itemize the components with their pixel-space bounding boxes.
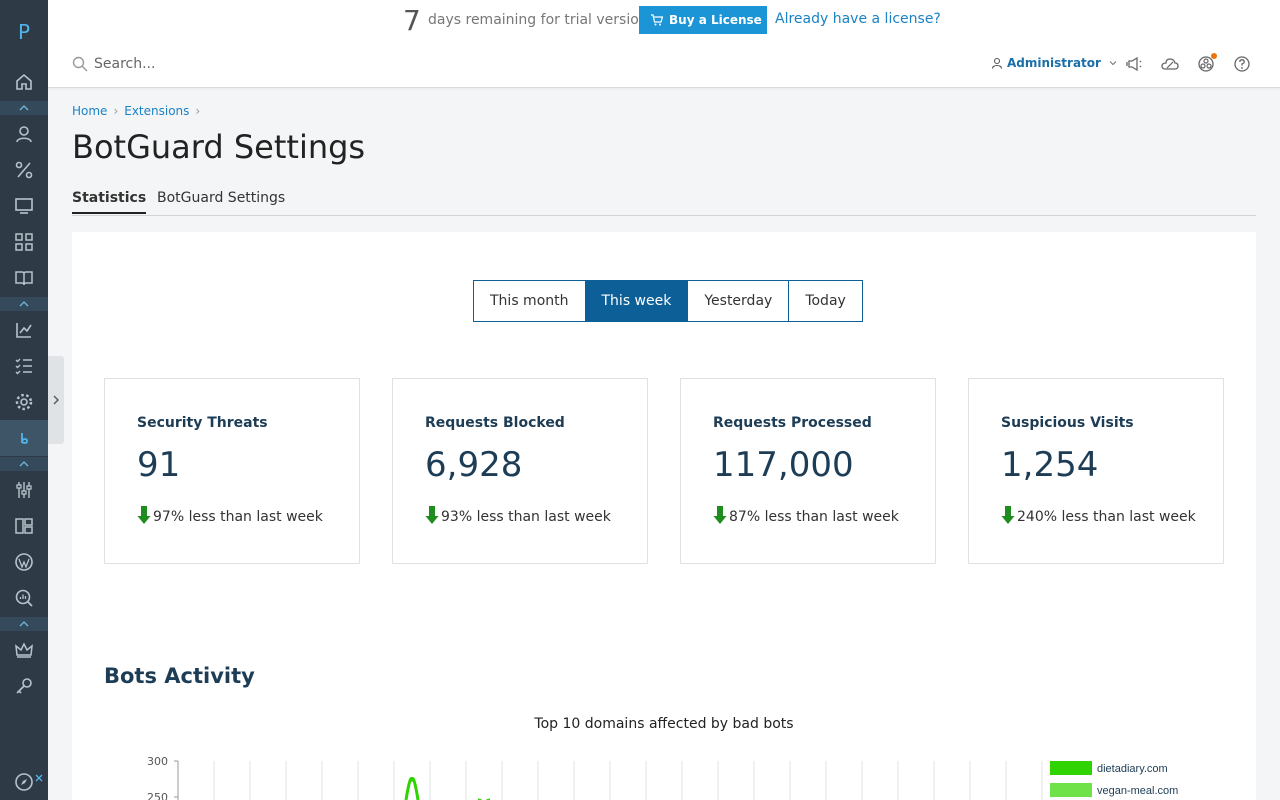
chevron-up-icon	[19, 301, 29, 307]
gear-icon[interactable]	[14, 392, 34, 412]
series-line-dietadiary	[404, 776, 490, 800]
stat-card-security-threats: Security Threats 91 97% less than last w…	[104, 378, 360, 564]
stat-card-title: Suspicious Visits	[1001, 415, 1134, 431]
legend-label: dietadiary.com	[1097, 763, 1168, 775]
legend-swatch	[1050, 761, 1092, 775]
tab-statistics[interactable]: Statistics	[72, 190, 147, 214]
stat-card-requests-blocked: Requests Blocked 6,928 93% less than las…	[392, 378, 648, 564]
botguard-icon[interactable]	[14, 428, 34, 448]
buy-license-button[interactable]: Buy a License	[639, 6, 767, 34]
range-this-week[interactable]: This week	[585, 281, 689, 321]
y-tick-label: 300	[147, 755, 168, 768]
arrow-down-icon	[713, 506, 727, 524]
sidebar-item-botguard[interactable]	[0, 420, 48, 456]
key-icon[interactable]	[14, 676, 34, 696]
arrow-down-icon	[425, 506, 439, 524]
cloud-icon[interactable]	[1161, 55, 1179, 73]
statistics-panel: This month This week Yesterday Today Sec…	[72, 232, 1256, 800]
apps-icon[interactable]	[14, 232, 34, 252]
stat-card-requests-processed: Requests Processed 117,000 87% less than…	[680, 378, 936, 564]
collapse-group-toggle[interactable]	[0, 297, 48, 311]
bots-activity-title: Bots Activity	[104, 664, 255, 688]
logo[interactable]: P	[17, 20, 31, 44]
trial-days-count: 7	[403, 4, 421, 37]
monitor-icon[interactable]	[14, 196, 34, 216]
stat-card-trend-text: 93% less than last week	[441, 509, 611, 525]
dashboard-icon[interactable]	[14, 516, 34, 536]
cart-icon	[651, 14, 663, 26]
stat-card-value: 6,928	[425, 445, 523, 485]
search-stats-icon[interactable]	[14, 588, 34, 608]
close-icon[interactable]	[35, 767, 43, 782]
stat-card-title: Requests Blocked	[425, 415, 565, 431]
user-icon[interactable]	[14, 124, 34, 144]
user-name: Administrator	[1007, 56, 1101, 70]
range-yesterday[interactable]: Yesterday	[688, 281, 790, 321]
legend-swatch	[1050, 783, 1092, 797]
collapse-group-toggle[interactable]	[0, 617, 48, 631]
home-icon[interactable]	[14, 72, 34, 92]
chevron-up-icon	[19, 105, 29, 111]
breadcrumb-extensions[interactable]: Extensions	[124, 104, 190, 118]
search-icon	[72, 56, 88, 72]
megaphone-icon[interactable]	[1125, 55, 1143, 73]
arrow-down-icon	[137, 506, 151, 524]
arrow-down-icon	[1001, 506, 1015, 524]
user-menu[interactable]: Administrator	[991, 56, 1121, 70]
percent-icon[interactable]	[14, 160, 34, 180]
y-tick-label: 250	[147, 791, 168, 800]
stat-card-trend: 240% less than last week	[1001, 505, 1196, 525]
tab-bar: Statistics BotGuard Settings	[72, 190, 1256, 216]
sidebar: P	[0, 0, 48, 800]
user-icon	[991, 57, 1003, 69]
trial-message: days remaining for trial version	[428, 12, 648, 28]
stat-card-value: 117,000	[713, 445, 854, 485]
stat-card-trend-text: 240% less than last week	[1017, 509, 1196, 525]
range-this-month[interactable]: This month	[474, 281, 586, 321]
chevron-up-icon	[19, 621, 29, 627]
sliders-icon[interactable]	[14, 480, 34, 500]
breadcrumb: Home › Extensions ›	[72, 104, 206, 118]
stat-card-title: Requests Processed	[713, 415, 872, 431]
wordpress-icon[interactable]	[14, 552, 34, 572]
stat-card-trend-text: 97% less than last week	[153, 509, 323, 525]
book-icon[interactable]	[14, 268, 34, 288]
search-input[interactable]	[94, 52, 594, 76]
stat-card-trend-text: 87% less than last week	[729, 509, 899, 525]
chart-icon[interactable]	[14, 320, 34, 340]
collapse-group-toggle[interactable]	[0, 101, 48, 115]
stat-card-trend: 87% less than last week	[713, 505, 899, 525]
already-have-license-link[interactable]: Already have a license?	[775, 11, 941, 27]
notification-badge	[1211, 53, 1217, 59]
chart-title: Top 10 domains affected by bad bots	[534, 716, 794, 732]
stat-card-value: 91	[137, 445, 181, 485]
time-range-selector: This month This week Yesterday Today	[473, 280, 863, 322]
crown-icon[interactable]	[14, 640, 34, 660]
stat-card-title: Security Threats	[137, 415, 268, 431]
help-icon[interactable]	[1233, 55, 1251, 73]
legend-label: vegan-meal.com	[1097, 785, 1178, 797]
collapse-group-toggle[interactable]	[0, 457, 48, 471]
tab-botguard-settings[interactable]: BotGuard Settings	[157, 190, 286, 206]
stat-card-value: 1,254	[1001, 445, 1099, 485]
trial-banner: 7 days remaining for trial version Buy a…	[48, 0, 1280, 40]
breadcrumb-home[interactable]: Home	[72, 104, 108, 118]
chevron-right-icon	[53, 395, 59, 405]
buy-license-label: Buy a License	[669, 13, 762, 27]
page-title: BotGuard Settings	[72, 128, 366, 166]
stat-card-suspicious-visits: Suspicious Visits 1,254 240% less than l…	[968, 378, 1224, 564]
range-today[interactable]: Today	[789, 281, 862, 321]
stat-card-trend: 97% less than last week	[137, 505, 323, 525]
checklist-icon[interactable]	[14, 356, 34, 376]
sidebar-expand-toggle[interactable]	[48, 356, 64, 444]
integrations-icon[interactable]	[1197, 55, 1215, 73]
chevron-right-icon: ›	[113, 104, 119, 118]
bots-activity-chart: 300 250 dietadiary.com vegan-meal.com	[147, 755, 1178, 800]
chevron-down-icon	[1109, 61, 1117, 66]
compass-icon[interactable]	[14, 772, 34, 792]
chevron-up-icon	[19, 461, 29, 467]
stat-card-trend: 93% less than last week	[425, 505, 611, 525]
chevron-right-icon: ›	[195, 104, 201, 118]
top-bar: Administrator	[48, 40, 1280, 88]
